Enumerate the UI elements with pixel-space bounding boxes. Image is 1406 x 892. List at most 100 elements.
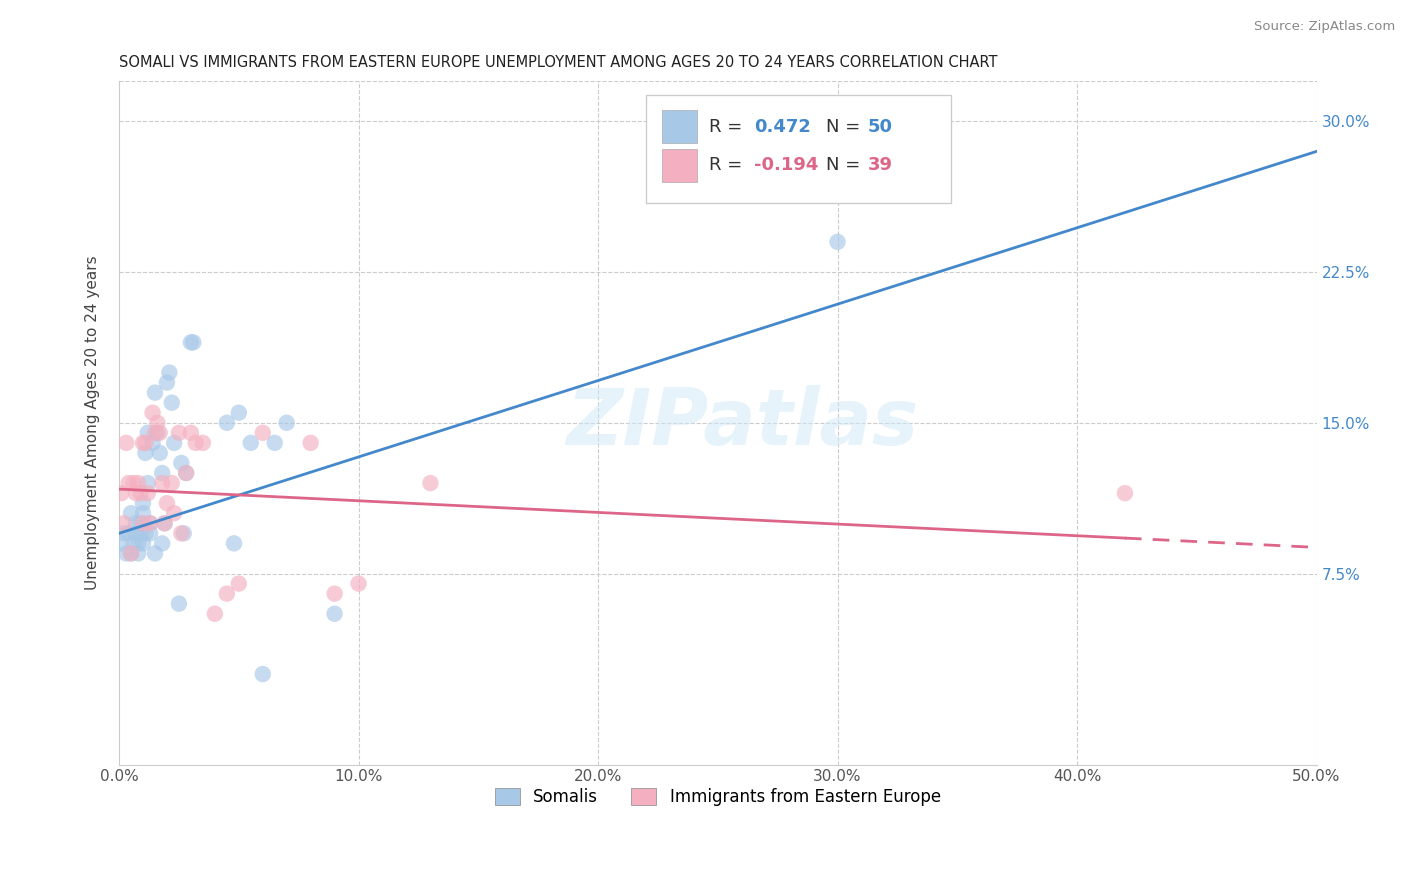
Text: 39: 39 (868, 156, 893, 174)
Text: 50: 50 (868, 118, 893, 136)
Point (143, 425, 166, 440)
Legend: Somalis, Immigrants from Eastern Europe: Somalis, Immigrants from Eastern Europe (486, 780, 949, 814)
Point (149, 446, 172, 460)
Point (1114, 486, 1136, 500)
Point (125, 526, 148, 541)
Point (142, 435, 165, 450)
Point (153, 516, 176, 531)
Text: N =: N = (825, 118, 866, 136)
Point (156, 496, 179, 510)
Point (120, 546, 142, 560)
Point (132, 496, 155, 510)
Point (117, 476, 139, 491)
Point (143, 546, 166, 560)
Point (173, 526, 195, 541)
Text: Source: ZipAtlas.com: Source: ZipAtlas.com (1254, 20, 1395, 33)
Point (134, 446, 156, 460)
Point (120, 506, 142, 520)
Point (129, 516, 152, 531)
Point (115, 435, 138, 450)
Point (252, 667, 274, 681)
Point (299, 435, 322, 450)
Point (163, 506, 186, 520)
Point (239, 435, 262, 450)
Point (120, 546, 142, 560)
Point (139, 516, 162, 531)
Point (146, 416, 169, 430)
Point (125, 486, 148, 500)
Point (160, 476, 183, 491)
Point (134, 435, 156, 450)
FancyBboxPatch shape (661, 111, 697, 144)
Text: R =: R = (710, 156, 748, 174)
Point (170, 526, 193, 541)
Point (132, 506, 155, 520)
Point (110, 486, 132, 500)
Point (110, 536, 132, 550)
Point (167, 425, 190, 440)
Text: N =: N = (825, 156, 866, 174)
Point (122, 536, 145, 550)
Point (191, 435, 214, 450)
Point (132, 435, 155, 450)
Point (222, 536, 245, 550)
Point (139, 516, 162, 531)
Point (323, 587, 346, 601)
Point (160, 395, 183, 409)
Point (112, 516, 135, 531)
Text: -0.194: -0.194 (754, 156, 818, 174)
FancyBboxPatch shape (661, 149, 697, 181)
Point (228, 406, 250, 420)
Point (157, 366, 180, 380)
Point (323, 607, 346, 621)
Point (122, 476, 145, 491)
Point (204, 607, 226, 621)
Point (136, 425, 159, 440)
Point (146, 425, 169, 440)
Point (132, 536, 155, 550)
Point (170, 456, 193, 470)
Point (134, 526, 156, 541)
Point (129, 526, 152, 541)
Point (215, 416, 238, 430)
Point (180, 425, 202, 440)
Point (276, 416, 298, 430)
Point (167, 597, 190, 611)
Text: ZIPatlas: ZIPatlas (565, 384, 918, 461)
Point (156, 376, 179, 390)
Point (347, 576, 370, 591)
Point (174, 466, 197, 480)
Point (129, 486, 152, 500)
Point (707, 154, 730, 169)
Point (181, 335, 204, 350)
Text: 0.472: 0.472 (754, 118, 811, 136)
Point (153, 516, 176, 531)
Point (150, 466, 173, 480)
Point (827, 235, 849, 249)
Point (115, 546, 138, 560)
Point (215, 587, 238, 601)
Text: R =: R = (710, 118, 748, 136)
Point (136, 486, 159, 500)
Point (174, 466, 197, 480)
FancyBboxPatch shape (645, 95, 952, 202)
Point (136, 476, 159, 491)
Point (228, 576, 250, 591)
Point (263, 435, 285, 450)
Text: SOMALI VS IMMIGRANTS FROM EASTERN EUROPE UNEMPLOYMENT AMONG AGES 20 TO 24 YEARS : SOMALI VS IMMIGRANTS FROM EASTERN EUROPE… (120, 55, 997, 70)
Point (149, 425, 172, 440)
Point (150, 476, 173, 491)
Point (127, 546, 149, 560)
Point (127, 536, 149, 550)
Point (143, 385, 166, 400)
Point (132, 516, 155, 531)
Y-axis label: Unemployment Among Ages 20 to 24 years: Unemployment Among Ages 20 to 24 years (86, 255, 100, 591)
Point (252, 425, 274, 440)
Point (112, 526, 135, 541)
Point (127, 476, 149, 491)
Point (419, 476, 441, 491)
Point (150, 536, 173, 550)
Point (163, 435, 186, 450)
Point (184, 435, 207, 450)
Point (180, 335, 202, 350)
